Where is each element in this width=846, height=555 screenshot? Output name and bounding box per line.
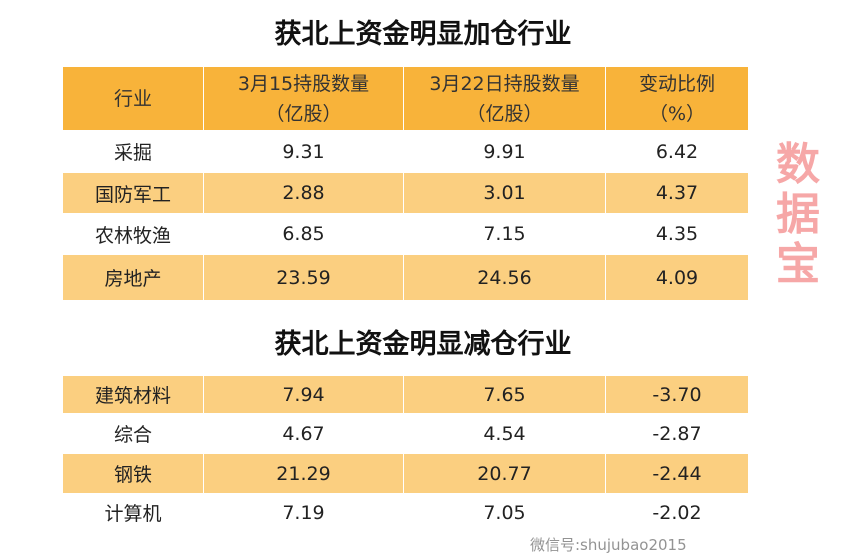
- change-cell: 4.37: [605, 172, 749, 214]
- industry-cell: 计算机: [62, 493, 204, 532]
- industry-cell: 采掘: [62, 130, 204, 173]
- table-row: 农林牧渔 6.85 7.15 4.35: [62, 213, 749, 255]
- table-row: 建筑材料 7.94 7.65 -3.70: [62, 375, 749, 414]
- industry-cell: 房地产: [62, 254, 204, 301]
- header-mar22: 3月22日持股数量 （亿股）: [403, 66, 606, 131]
- header-change: 变动比例（%）: [605, 66, 749, 131]
- mar15-cell: 21.29: [203, 453, 404, 494]
- mar15-cell: 23.59: [203, 254, 404, 301]
- change-cell: 4.35: [605, 213, 749, 255]
- mar15-cell: 2.88: [203, 172, 404, 214]
- watermark-logo: 数据宝: [776, 139, 820, 290]
- mar22-cell: 7.05: [403, 493, 606, 532]
- header-row: 行业 3月15持股数量 （亿股） 3月22日持股数量 （亿股） 变动比例（%）: [62, 66, 749, 131]
- mar22-cell: 3.01: [403, 172, 606, 214]
- mar15-cell: 4.67: [203, 413, 404, 454]
- table-row: 房地产 23.59 24.56 4.09: [62, 254, 749, 301]
- table-row: 计算机 7.19 7.05 -2.02: [62, 493, 749, 532]
- industry-cell: 国防军工: [62, 172, 204, 214]
- increase-title: 获北上资金明显加仓行业: [274, 19, 572, 50]
- increase-table: 行业 3月15持股数量 （亿股） 3月22日持股数量 （亿股） 变动比例（%） 采掘…: [62, 66, 749, 301]
- table-row: 国防军工 2.88 3.01 4.37: [62, 172, 749, 214]
- table-row: 钢铁 21.29 20.77 -2.44: [62, 453, 749, 494]
- mar15-cell: 7.94: [203, 375, 404, 414]
- change-cell: 6.42: [605, 130, 749, 173]
- industry-cell: 建筑材料: [62, 375, 204, 414]
- header-mar15: 3月15持股数量 （亿股）: [203, 66, 404, 131]
- mar22-cell: 4.54: [403, 413, 606, 454]
- change-cell: -3.70: [605, 375, 749, 414]
- change-cell: 4.09: [605, 254, 749, 301]
- change-cell: -2.44: [605, 453, 749, 494]
- industry-cell: 钢铁: [62, 453, 204, 494]
- table-row: 采掘 9.31 9.91 6.42: [62, 130, 749, 173]
- decrease-title: 获北上资金明显减仓行业: [274, 329, 572, 360]
- industry-cell: 农林牧渔: [62, 213, 204, 255]
- mar22-cell: 24.56: [403, 254, 606, 301]
- mar15-cell: 7.19: [203, 493, 404, 532]
- industry-cell: 综合: [62, 413, 204, 454]
- mar22-cell: 7.65: [403, 375, 606, 414]
- decrease-table: 建筑材料 7.94 7.65 -3.70 综合 4.67 4.54 -2.87 钢铁 21.29 2…: [62, 375, 749, 532]
- mar22-cell: 20.77: [403, 453, 606, 494]
- table-row: 综合 4.67 4.54 -2.87: [62, 413, 749, 454]
- change-cell: -2.02: [605, 493, 749, 532]
- mar15-cell: 6.85: [203, 213, 404, 255]
- wechat-watermark: 微信号:shujubao2015: [530, 536, 687, 554]
- mar22-cell: 9.91: [403, 130, 606, 173]
- header-industry: 行业: [62, 66, 204, 131]
- mar22-cell: 7.15: [403, 213, 606, 255]
- mar15-cell: 9.31: [203, 130, 404, 173]
- change-cell: -2.87: [605, 413, 749, 454]
